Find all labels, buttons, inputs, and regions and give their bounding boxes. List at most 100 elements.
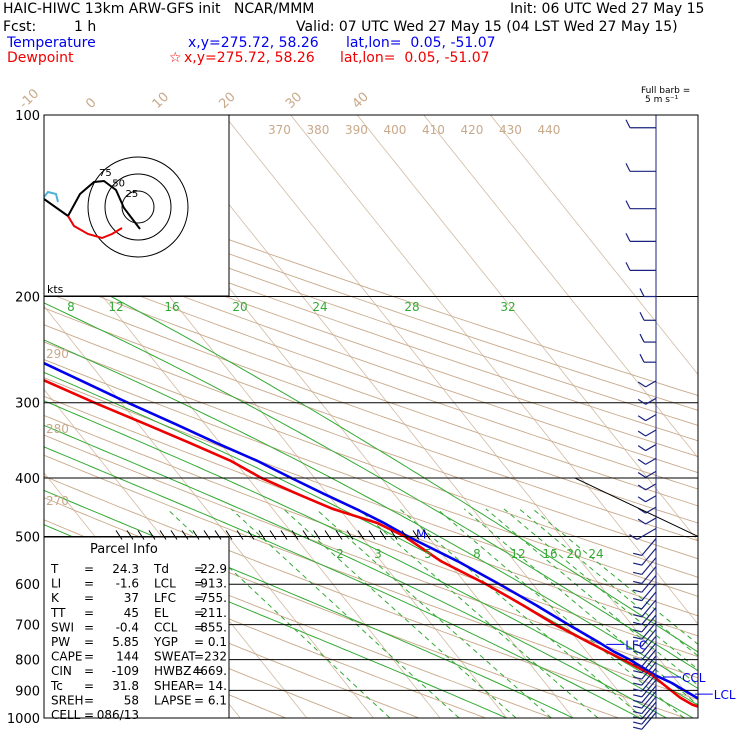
dry-adiabat [44,590,353,718]
wind-barb [633,557,657,576]
init-time: Init: 06 UTC Wed 27 May 15 [510,1,705,17]
wind-barb-shaft [645,397,657,405]
pressure-tick-label: 700 [15,619,40,634]
temperature-profile-line [44,361,698,700]
parcel-field-name: Td [153,562,169,576]
wind-barb-shaft [641,696,657,714]
isotherm-line [423,115,698,459]
mixing-ratio-label: 12 [108,300,123,314]
wind-barb [625,262,656,271]
wind-barb-flag [639,333,645,343]
parcel-field-value: 37 [124,591,139,605]
parcel-info-title: Parcel Info [90,542,158,557]
wind-hatch-mark [214,530,222,540]
parcel-field-value: 22.9 [200,562,227,576]
wind-barb [633,621,657,640]
isotherm-line [356,115,698,542]
mixing-ratio-label: 2 [336,547,344,561]
wind-barb [637,506,657,514]
wind-barb [637,495,657,503]
parcel-field-eq: = [84,708,94,722]
level-marker-ccl: CCL [682,671,706,685]
wind-barb-flag [633,562,642,566]
wind-hatch-mark [291,530,299,540]
wind-barb [633,673,657,692]
wind-barb-shaft [645,414,657,422]
wind-barb [633,607,657,626]
parcel-field-name: LI [51,577,61,591]
wind-barb-flag [633,552,642,557]
wind-barb-flag [633,621,642,626]
parcel-field-eq: = [84,562,94,576]
wind-barb-flag [633,721,642,725]
parcel-field-eq: = [84,620,94,634]
parcel-field-name: LFC [154,591,176,605]
wind-barb-shaft [641,655,657,674]
wind-barb-flag [637,381,646,388]
parcel-field-eq: = [194,650,204,664]
dry-adiabat [44,185,698,411]
wind-barb-flag [637,484,646,491]
wind-barb-flag [633,699,642,704]
wind-barb-flag [633,663,642,667]
parcel-field-eq: = [194,591,204,605]
dry-adiabat [44,565,420,718]
wind-barb [639,312,656,321]
wind-barb [625,163,656,172]
mixing-ratio-label: 16 [542,547,557,561]
wind-barb-flag [633,580,642,585]
mixing-ratio-label: 20 [232,300,247,314]
wind-barb-shaft [645,457,657,465]
wind-barb [633,635,657,654]
wind-barb-shaft [641,599,657,618]
theta-label: 390 [345,123,368,137]
wind-barb-shaft [641,607,657,625]
wind-barb [633,696,657,715]
wind-hatch-mark [258,530,266,540]
pressure-tick-label: 1000 [7,712,40,727]
wind-barb-flag [633,682,642,686]
wind-barb-shaft [641,574,657,593]
wind-barb [637,397,657,405]
parcel-field-name: YGP [153,635,178,649]
parcel-field-value: 45 [124,606,139,620]
wind-hatch-mark [126,530,134,540]
wind-barb-shaft [636,527,657,541]
wind-barb-shaft [641,629,657,647]
wind-barb-shaft [641,538,657,556]
mixing-ratio-label: 28 [404,300,419,314]
mixing-ratio-label: 32 [500,300,515,314]
parcel-field-name: T [50,562,59,576]
parcel-field-eq: = [194,620,204,634]
wind-barb [637,517,657,525]
mixing-ratio-label: 8 [67,300,75,314]
theta-label: 410 [422,123,445,137]
parcel-field-name: EL [154,606,169,620]
dry-adiabat [44,434,698,679]
wind-barb-flag [633,694,642,698]
wind-barb-flag [633,650,642,654]
valid-time: Valid: 07 UTC Wed 27 May 15 (04 LST Wed … [296,19,678,35]
temperature-xy: x,y=275.72, 58.26 [188,35,319,51]
parcel-field-name: HWBZ [154,664,191,678]
mixing-ratio-label: 12 [510,547,525,561]
parcel-field-value: -109 [112,664,139,678]
dry-adiabat [44,214,698,442]
parcel-field-eq: = [84,591,94,605]
pressure-tick-label: 200 [15,291,40,306]
wind-barb [633,649,657,667]
wind-barb-shaft [641,701,657,720]
wind-barb-flag [633,670,642,674]
wind-barb-shaft [641,642,657,661]
parcel-field-name: LCL [154,577,176,591]
parcel-field-value: 4669. [193,664,227,678]
hodograph-upper-trace [43,179,141,230]
wind-barb [633,655,657,674]
wind-barb-flag [633,597,642,602]
mixing-ratio-line [399,508,644,718]
wind-hatch-mark [324,530,332,540]
parcel-field-name: CAPE [51,650,82,664]
isotherm-label: 40 [350,90,372,112]
forecast-hour: 1 h [74,19,97,35]
level-marker-m: M [416,527,426,541]
